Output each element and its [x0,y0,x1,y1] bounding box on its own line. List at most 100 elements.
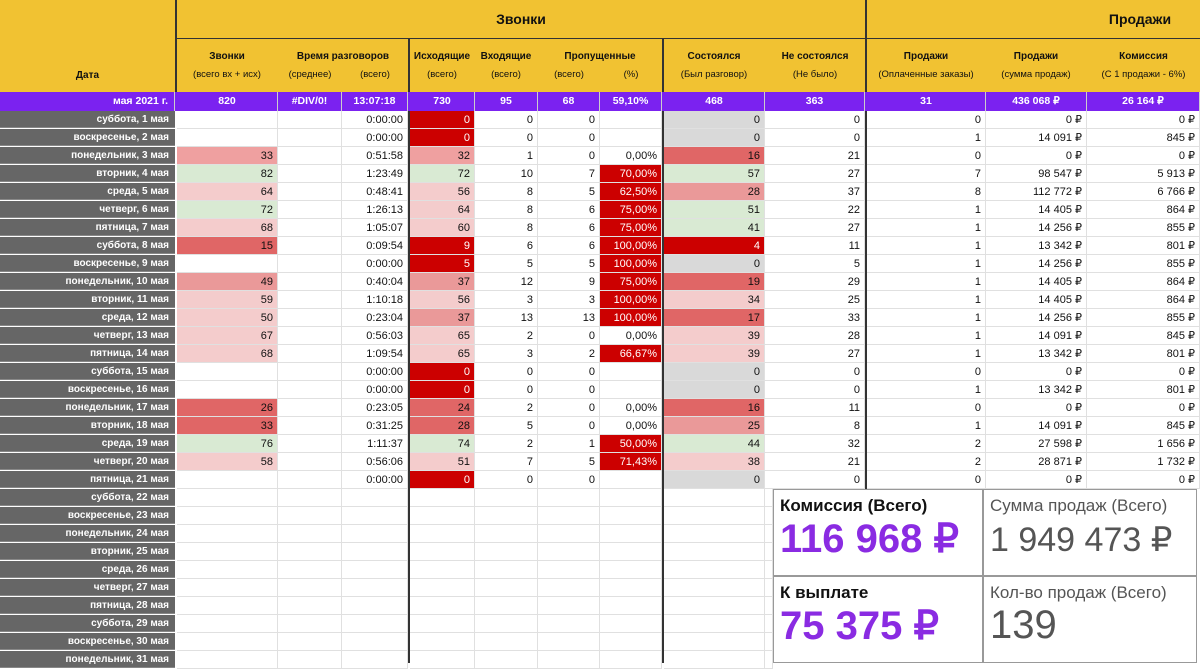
cell-avg[interactable] [278,219,342,237]
row-date[interactable]: суббота, 22 мая [0,489,175,506]
cell-com[interactable]: 1 732 ₽ [1087,453,1200,471]
cell-total[interactable]: 0:56:03 [342,327,408,345]
cell-empty[interactable] [538,597,600,615]
summary-cell[interactable]: 468 [664,92,765,111]
cell-in[interactable]: 7 [475,453,538,471]
cell-calls[interactable] [177,363,278,381]
cell-empty[interactable] [475,525,538,543]
cell-empty[interactable] [538,543,600,561]
cell-out[interactable]: 0 [410,363,475,381]
cell-out[interactable]: 56 [410,291,475,309]
cell-empty[interactable] [278,651,342,669]
cell-avg[interactable] [278,129,342,147]
cell-fail[interactable]: 27 [765,165,865,183]
cell-empty[interactable] [342,615,408,633]
cell-ok[interactable]: 51 [664,201,765,219]
cell-empty[interactable] [475,579,538,597]
col-connected-title[interactable]: Состоялся [687,51,741,62]
cell-pct[interactable]: 100,00% [600,309,662,327]
cell-pct[interactable]: 50,00% [600,435,662,453]
cell-total[interactable]: 1:26:13 [342,201,408,219]
cell-sales[interactable]: 1 [867,381,986,399]
summary-cell[interactable]: 31 [867,92,986,111]
cell-ok[interactable]: 0 [664,471,765,489]
cell-calls[interactable] [177,255,278,273]
cell-empty[interactable] [600,651,662,669]
cell-pct[interactable]: 100,00% [600,237,662,255]
cell-empty[interactable] [177,507,278,525]
cell-sum[interactable]: 13 342 ₽ [986,345,1087,363]
cell-in[interactable]: 2 [475,327,538,345]
cell-sales[interactable]: 0 [867,111,986,129]
cell-empty[interactable] [664,579,765,597]
summary-cell[interactable]: 363 [765,92,865,111]
row-date[interactable]: понедельник, 31 мая [0,651,175,668]
cell-fail[interactable]: 27 [765,219,865,237]
cell-sales[interactable]: 1 [867,255,986,273]
cell-sales[interactable]: 1 [867,291,986,309]
cell-empty[interactable] [278,561,342,579]
cell-total[interactable]: 0:51:58 [342,147,408,165]
cell-miss[interactable]: 6 [538,237,600,255]
cell-ok[interactable]: 19 [664,273,765,291]
cell-calls[interactable]: 82 [177,165,278,183]
cell-miss[interactable]: 0 [538,471,600,489]
cell-empty[interactable] [600,579,662,597]
cell-empty[interactable] [664,633,765,651]
cell-out[interactable]: 0 [410,381,475,399]
cell-fail[interactable]: 0 [765,129,865,147]
cell-ok[interactable]: 44 [664,435,765,453]
row-date[interactable]: суббота, 15 мая [0,363,175,380]
cell-sales[interactable]: 1 [867,345,986,363]
cell-calls[interactable]: 59 [177,291,278,309]
cell-fail[interactable]: 27 [765,345,865,363]
cell-empty[interactable] [475,651,538,669]
row-date[interactable]: суббота, 1 мая [0,111,175,128]
col-talktime-title[interactable]: Время разговоров [296,51,390,62]
cell-pct[interactable]: 0,00% [600,327,662,345]
cell-total[interactable]: 0:09:54 [342,237,408,255]
cell-sum[interactable]: 14 256 ₽ [986,255,1087,273]
cell-avg[interactable] [278,255,342,273]
row-date[interactable]: воскресенье, 23 мая [0,507,175,524]
cell-miss[interactable]: 6 [538,201,600,219]
cell-sum[interactable]: 14 405 ₽ [986,273,1087,291]
cell-out[interactable]: 37 [410,309,475,327]
cell-pct[interactable]: 100,00% [600,291,662,309]
cell-total[interactable]: 0:00:00 [342,255,408,273]
row-date[interactable]: понедельник, 24 мая [0,525,175,542]
cell-sum[interactable]: 14 405 ₽ [986,201,1087,219]
date-column-header[interactable]: Дата [75,70,100,81]
row-date[interactable]: вторник, 25 мая [0,543,175,560]
cell-out[interactable]: 5 [410,255,475,273]
cell-total[interactable]: 0:00:00 [342,363,408,381]
cell-ok[interactable]: 39 [664,345,765,363]
cell-com[interactable]: 1 656 ₽ [1087,435,1200,453]
cell-empty[interactable] [342,543,408,561]
col-missed-title[interactable]: Пропущенные [564,51,636,62]
cell-avg[interactable] [278,471,342,489]
cell-sum[interactable]: 14 256 ₽ [986,219,1087,237]
cell-ok[interactable]: 0 [664,381,765,399]
cell-empty[interactable] [278,633,342,651]
row-date[interactable]: четверг, 6 мая [0,201,175,218]
cell-fail[interactable]: 11 [765,399,865,417]
cell-avg[interactable] [278,327,342,345]
sales-group-header[interactable]: Продажи [1108,11,1172,27]
cell-out[interactable]: 65 [410,345,475,363]
row-date[interactable]: воскресенье, 2 мая [0,129,175,146]
cell-calls[interactable]: 49 [177,273,278,291]
cell-empty[interactable] [342,561,408,579]
cell-sales[interactable]: 1 [867,201,986,219]
cell-avg[interactable] [278,309,342,327]
cell-empty[interactable] [278,579,342,597]
cell-ok[interactable]: 4 [664,237,765,255]
cell-avg[interactable] [278,417,342,435]
cell-fail[interactable]: 11 [765,237,865,255]
cell-sales[interactable]: 1 [867,327,986,345]
cell-empty[interactable] [538,489,600,507]
cell-empty[interactable] [410,651,475,669]
cell-sales[interactable]: 2 [867,453,986,471]
cell-out[interactable]: 51 [410,453,475,471]
cell-fail[interactable]: 22 [765,201,865,219]
